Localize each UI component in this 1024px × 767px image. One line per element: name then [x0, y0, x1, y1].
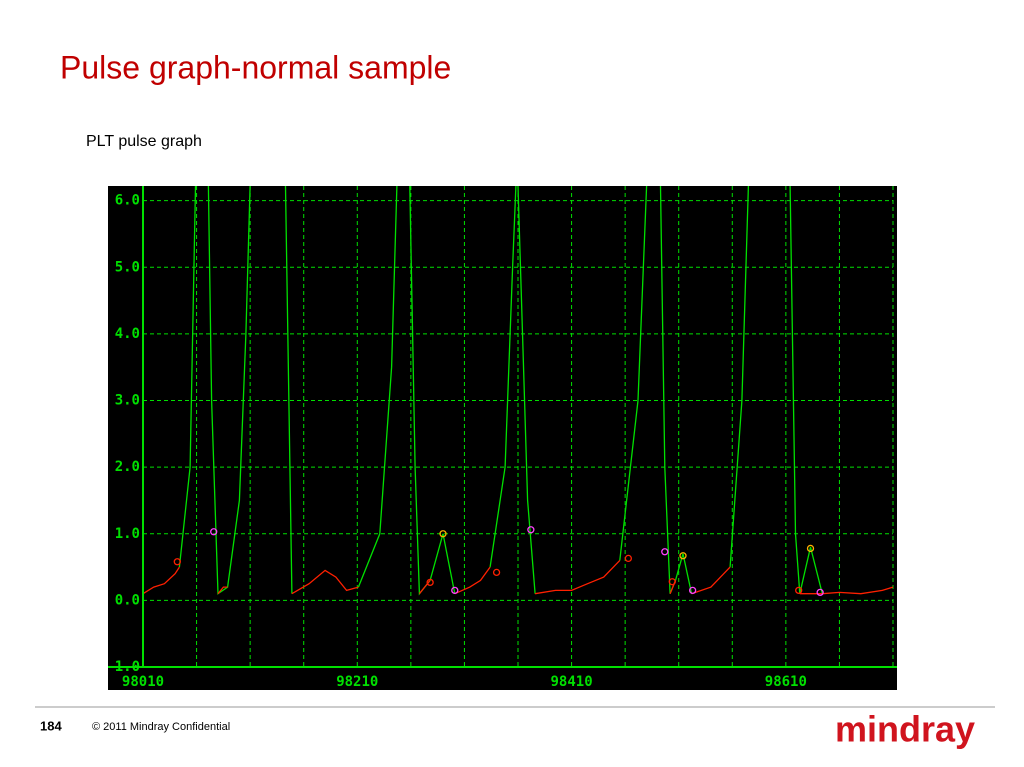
x-tick-label: 98610	[765, 674, 807, 690]
y-tick-label: 1.0	[115, 526, 140, 542]
y-tick-label: 0.0	[115, 592, 140, 608]
point-marker	[795, 586, 803, 595]
point-marker	[210, 528, 218, 536]
y-tick-label: -1.0	[106, 659, 140, 675]
y-tick-label: 4.0	[115, 326, 140, 342]
point-marker	[679, 552, 687, 560]
footer: © 2011 Mindray Confidential	[92, 721, 230, 733]
page-number: 184	[40, 718, 62, 733]
point-marker	[492, 568, 501, 577]
point-marker	[451, 586, 459, 595]
point-marker	[173, 558, 181, 566]
point-marker	[668, 578, 676, 586]
point-marker	[816, 588, 824, 597]
point-marker	[806, 544, 815, 553]
y-tick-label: 6.0	[115, 193, 140, 209]
chart-background	[108, 186, 897, 690]
x-tick-label: 98210	[336, 674, 378, 690]
subtitle: PLT pulse graph	[86, 133, 202, 150]
point-marker	[661, 548, 669, 556]
x-tick-label: 98410	[550, 674, 592, 690]
y-tick-label: 3.0	[115, 393, 140, 409]
slide-title: Pulse graph-normal sample	[60, 49, 451, 85]
x-tick-label: 98010	[122, 674, 164, 690]
signal-line	[142, 559, 894, 595]
point-marker	[688, 586, 697, 595]
logo: mindray	[835, 709, 975, 750]
point-marker	[439, 530, 447, 538]
y-tick-label: 5.0	[115, 259, 140, 275]
point-marker	[426, 578, 434, 587]
y-tick-label: 2.0	[115, 459, 140, 475]
axes: -1.0 0.0 1.0 2.0 3.0 4.0 5.0 6.0 98010 98210 98410…	[106, 186, 897, 690]
point-marker	[624, 554, 633, 563]
point-marker	[527, 526, 535, 534]
